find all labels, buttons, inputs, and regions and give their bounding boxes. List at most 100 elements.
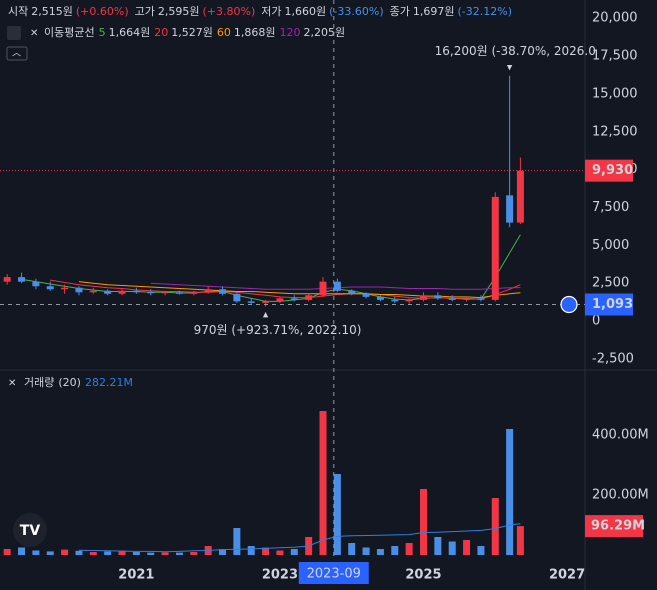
candle-body [319,281,327,296]
volume-bar [233,528,241,555]
candle-body [463,298,471,300]
legend-item: 60 [217,26,231,39]
volume-bar [516,526,524,555]
volume-bar [175,552,183,555]
volume-bar [506,429,514,555]
candle-body [419,295,427,300]
candle-body [391,299,399,302]
candle-body [405,299,413,302]
legend-item: (-33.60%) [329,5,384,18]
candle-body [362,293,370,297]
legend-item: 282.21M [85,376,133,389]
legend-item: (+3.80%) [203,5,256,18]
candle-body [46,286,54,290]
y-tick-label: 12,500 [592,124,638,139]
volume-bar [89,552,97,555]
legend-item: 5 [99,26,106,39]
volume-bar [219,549,227,555]
volume-bar [448,541,456,555]
candle-body [32,281,40,287]
eye-icon[interactable] [7,26,21,40]
x-tick-label: 2021 [118,568,154,583]
candle-body [132,290,140,293]
volume-bar [434,537,442,555]
candle-body [516,170,524,223]
crosshair-x-label: 2023-09 [307,567,361,582]
volume-bar [75,550,83,555]
candle-body [61,287,69,290]
candle-body [262,301,270,303]
y-tick-label: -2,500 [592,351,634,366]
volume-bar [190,552,198,555]
collapse-icon[interactable]: ︿ [12,49,21,59]
legend-item: 시작 [8,5,28,18]
volume-legend: 거래량 (20) 282.21M [24,376,133,389]
crosshair-y-label: 1,093 [592,297,633,312]
crosshair-x-box [298,562,369,584]
volume-bar [3,549,11,555]
y-tick-label: 5,000 [592,238,629,253]
legend-item: 거래량 [24,376,54,389]
candle-body [348,290,356,294]
volume-bar [147,552,155,555]
last-price-box [585,159,633,182]
last-volume-label: 96.29M [591,519,645,534]
volume-bar [46,551,54,555]
volume-bar [391,546,399,555]
volume-bar [161,552,169,555]
ma-line [78,281,521,299]
candle-body [161,292,169,294]
add-alert-button[interactable] [560,295,578,314]
legend-item: (-32.12%) [458,5,513,18]
legend-icons[interactable]: ✕ ︿ ✕ [6,26,38,389]
volume-bar [491,498,499,555]
volume-bar [247,546,255,555]
legend-item: 이동평균선 [44,26,95,39]
legend-item: 1,697원 [413,5,455,18]
volume-bar [118,550,126,555]
volume-bar [477,546,485,555]
legend-item: 고가 [135,5,155,18]
last-volume-box [585,515,643,538]
legend-item: 저가 [261,5,281,18]
y-tick-label: 400.00M [592,428,649,443]
close-icon[interactable]: ✕ [8,378,16,389]
candle-body [506,195,514,223]
legend-item: 2,515원 [31,5,73,18]
volume-bar [276,550,284,555]
last-price-label: 9,930 [592,163,633,178]
ma-line [50,279,521,300]
candle-body [276,298,284,302]
candle-body [333,281,341,291]
candle-body [147,292,155,294]
legend-item: 1,527원 [171,26,213,39]
volume-bar [405,543,413,555]
candle-body [376,296,384,300]
volume-bar [333,474,341,555]
collapse-button[interactable] [6,46,28,61]
legend-item: 1,660원 [285,5,327,18]
volume-bar [348,543,356,555]
annotation-marker: ▲ [263,310,269,318]
volume-bar [32,550,40,555]
legend-item: 2,205원 [303,26,345,39]
candle-body [247,301,255,303]
candle-body [18,277,26,282]
annotation: 970원 (+923.71%, 2022.10) [194,323,362,337]
candle-body [290,298,298,300]
x-tick-label: 2025 [405,568,441,583]
logo-bg [13,513,47,547]
legend-item: (20) [58,376,81,389]
ohlc-legend: 시작 2,515원 (+0.60%) 고가 2,595원 (+3.80%) 저가 1,660원… [8,5,512,18]
volume-bar [362,547,370,555]
candle-body [175,292,183,294]
close-icon[interactable]: ✕ [30,28,38,39]
candle-body [3,277,11,282]
legend-item: 1,868원 [234,26,276,39]
volume-bar [319,411,327,555]
candle-body [477,298,485,300]
legend-item: 1,664원 [109,26,151,39]
tv-logo: TV [13,513,47,547]
y-tick-label: 200.00M [592,488,649,503]
